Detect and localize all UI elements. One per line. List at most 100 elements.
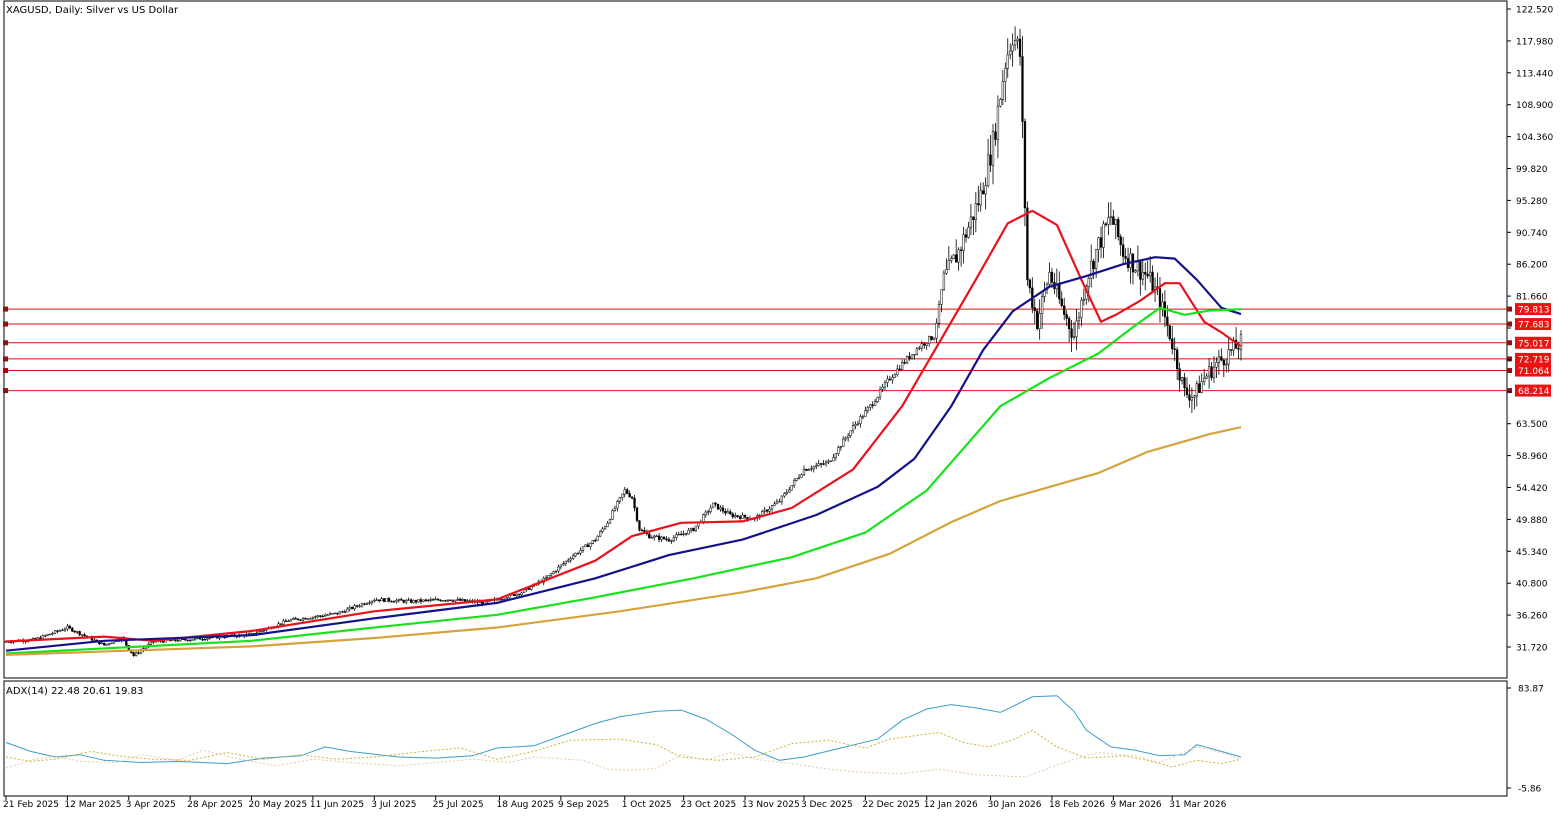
candle-body [1065, 314, 1068, 319]
level-handle[interactable] [3, 340, 8, 346]
candle-body [856, 423, 860, 425]
candle-body [58, 630, 62, 632]
candle-body [687, 529, 690, 535]
y-tick-label: 104.360 [1516, 133, 1553, 143]
candle-body [552, 571, 555, 575]
candle-body [913, 354, 916, 356]
level-handle[interactable] [1507, 340, 1512, 346]
candle-body [657, 535, 661, 540]
adx-panel[interactable] [3, 680, 1508, 797]
candle-body [854, 424, 857, 427]
candle-body [351, 607, 354, 609]
candle-body [449, 599, 452, 601]
candle-body [343, 611, 346, 613]
candle-body [1080, 299, 1083, 319]
candle-body [743, 514, 747, 518]
candle-body [39, 637, 42, 639]
candle-body [964, 234, 968, 238]
level-price-label: 77.683 [1518, 321, 1550, 331]
candle-body [309, 618, 312, 620]
candle-body [653, 535, 656, 538]
moving-average-line-4[interactable] [5, 426, 1242, 656]
level-handle[interactable] [3, 306, 8, 312]
candle-body [184, 638, 187, 641]
candle-body [738, 516, 742, 519]
candle-body [677, 533, 680, 536]
level-handle[interactable] [1507, 321, 1512, 327]
moving-average-line-2[interactable] [5, 256, 1242, 652]
candle-body [591, 540, 594, 544]
candle-body [1136, 261, 1140, 272]
candle-body [451, 600, 455, 602]
candle-body [719, 507, 722, 510]
candle-body [1217, 356, 1221, 363]
candle-body [68, 625, 71, 629]
candle-body [132, 652, 135, 656]
level-handle[interactable] [3, 321, 8, 327]
candle-body [660, 536, 663, 540]
level-price-tag [1515, 352, 1551, 365]
candle-body [346, 608, 349, 613]
candle-body [891, 377, 894, 381]
adx-title: ADX(14) 22.48 20.61 19.83 [6, 686, 143, 697]
y-tick-label: 95.280 [1516, 197, 1548, 207]
candle-body [950, 258, 953, 261]
moving-average-line-1[interactable] [5, 209, 1242, 643]
candle-body [201, 639, 204, 641]
level-price-label: 79.813 [1518, 306, 1550, 316]
candle-body [778, 501, 781, 503]
level-handle[interactable] [1507, 356, 1512, 362]
candle-body [304, 617, 307, 620]
y-tick-label: 40.800 [1516, 580, 1548, 590]
candle-body [429, 599, 432, 601]
candle-body [1004, 68, 1007, 82]
level-handle[interactable] [1507, 368, 1512, 374]
candle-body [1151, 271, 1154, 293]
candle-body [44, 635, 47, 637]
candle-body [724, 510, 727, 514]
candle-body [650, 537, 653, 539]
candle-body [137, 652, 140, 654]
candle-body [409, 599, 413, 603]
candle-body [834, 453, 838, 458]
candle-body [709, 507, 712, 512]
candle-body [1188, 394, 1191, 401]
candle-body [930, 336, 933, 340]
candle-body [422, 599, 425, 602]
candle-body [770, 505, 774, 510]
candle-body [282, 620, 285, 625]
adx-line-adx[interactable] [5, 695, 1242, 765]
y-tick-label: 90.740 [1516, 229, 1548, 239]
candle-body [613, 507, 617, 511]
candle-body [456, 598, 459, 601]
candle-body [888, 378, 892, 381]
candle-body [1018, 38, 1022, 57]
candle-body [292, 618, 295, 620]
candle-body [805, 469, 808, 471]
candle-body [402, 600, 405, 603]
y-tick-label: 113.440 [1516, 69, 1553, 79]
candle-body [203, 639, 207, 641]
candle-body [711, 502, 715, 509]
candle-body [424, 599, 428, 601]
candle-body [169, 639, 172, 642]
candle-body [1114, 219, 1117, 225]
candle-body [51, 632, 54, 635]
level-handle[interactable] [3, 368, 8, 374]
candle-body [684, 533, 688, 535]
level-handle[interactable] [3, 388, 8, 394]
candle-body [294, 618, 297, 620]
level-handle[interactable] [1507, 306, 1512, 312]
x-tick-label: 18 Aug 2025 [497, 800, 555, 810]
moving-average-line-3[interactable] [5, 306, 1242, 655]
level-handle[interactable] [1507, 388, 1512, 394]
candle-body [193, 638, 197, 640]
candle-body [864, 410, 867, 417]
adx-line-di[interactable] [5, 746, 1242, 778]
candle-body [186, 639, 189, 641]
y-tick-label: 31.720 [1516, 644, 1548, 654]
main-panel[interactable] [3, 0, 1508, 679]
adx-y-tick-label: 83.87 [1518, 685, 1544, 695]
level-handle[interactable] [3, 356, 8, 362]
candle-body [73, 630, 76, 633]
